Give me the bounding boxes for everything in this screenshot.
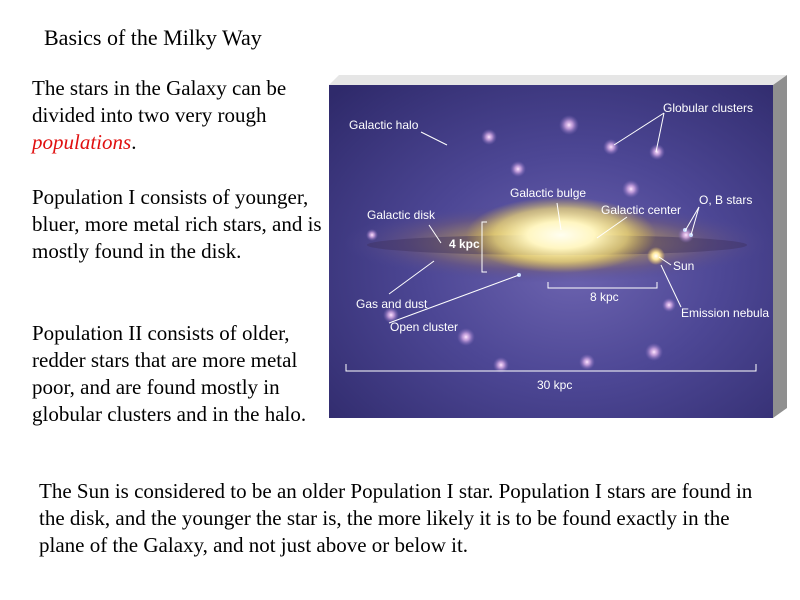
label-open-cluster: Open cluster [390,320,459,334]
label-ob-stars: O, B stars [699,193,753,207]
label-galactic-bulge: Galactic bulge [510,186,587,200]
milky-way-diagram: Galactic halo Globular clusters Galactic… [329,75,787,418]
intro-text-start: The stars in the Galaxy can be divided i… [32,76,287,127]
population-two-paragraph: Population II consists of older, redder … [32,321,307,426]
intro-paragraph: The stars in the Galaxy can be divided i… [32,75,332,156]
label-galactic-disk: Galactic disk [367,208,436,222]
population-one-paragraph: Population I consists of younger, bluer,… [32,185,322,263]
label-emission-nebula: Emission nebula [681,306,770,320]
intro-text-end: . [131,130,137,154]
label-globular-clusters: Globular clusters [663,101,754,115]
label-four-kpc: 4 kpc [449,237,480,251]
label-sun: Sun [673,259,695,273]
label-thirty-kpc: 30 kpc [537,378,573,392]
label-gas-and-dust: Gas and dust [356,297,428,311]
label-galactic-center: Galactic center [601,203,682,217]
label-eight-kpc: 8 kpc [590,290,619,304]
galaxy-illustration [329,75,787,418]
bottom-paragraph: The Sun is considered to be an older Pop… [39,479,753,557]
populations-emphasis: populations [32,130,132,154]
slide-title: Basics of the Milky Way [44,25,262,50]
label-galactic-halo: Galactic halo [349,118,419,132]
